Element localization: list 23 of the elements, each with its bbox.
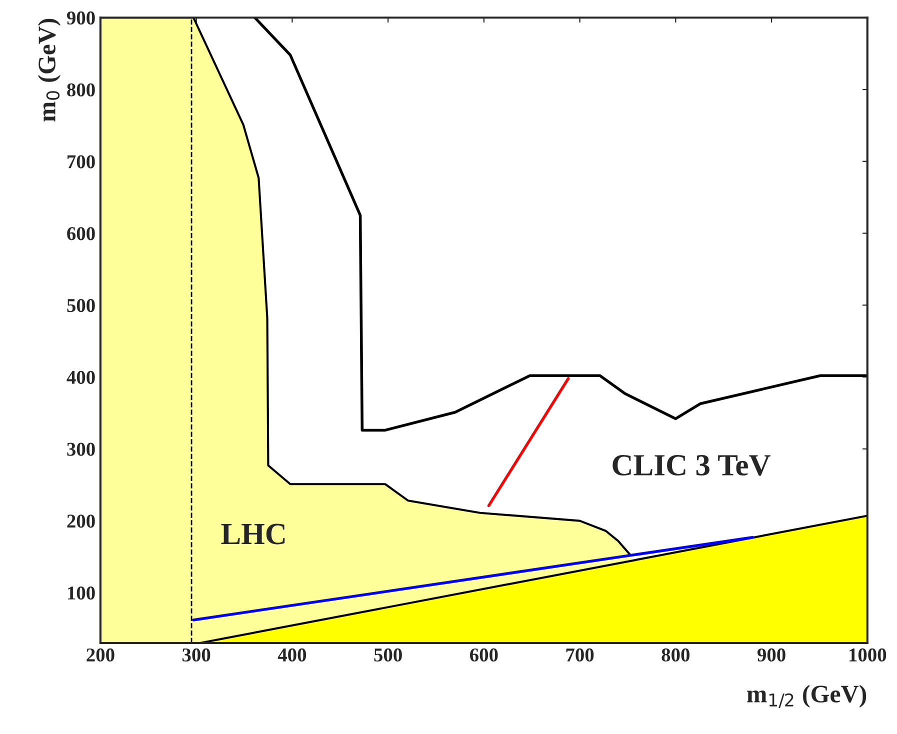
y-tick-label: 900 — [66, 11, 95, 25]
y-tick-label: 100 — [68, 586, 95, 600]
annotation: LHC — [221, 524, 285, 544]
x-axis-title: m$_{1/2}$ (GeV) — [747, 684, 866, 708]
y-tick-label: 800 — [67, 83, 95, 96]
x-tick-label: 1000 — [850, 648, 886, 662]
x-tick-label: 500 — [374, 648, 402, 662]
x-tick-label: 600 — [470, 648, 498, 662]
line-series — [253, 18, 868, 432]
annotation: CLIC 3 TeV — [612, 454, 770, 476]
y-tick-label: 700 — [68, 155, 95, 168]
y-tick-label: 300 — [67, 442, 95, 456]
x-tick-label: 300 — [182, 648, 210, 662]
y-axis-title: m$_{0}$ (GeV) — [38, 18, 61, 122]
y-tick-label: 500 — [67, 298, 95, 312]
x-tick-label: 400 — [278, 648, 306, 662]
y-tick-label: 400 — [66, 370, 95, 384]
x-tick-label: 200 — [86, 648, 114, 662]
x-tick-label: 700 — [566, 648, 594, 662]
y-tick-label: 600 — [67, 227, 95, 240]
x-tick-label: 800 — [662, 648, 690, 662]
x-tick-label: 900 — [757, 648, 786, 662]
y-tick-label: 200 — [67, 514, 95, 528]
